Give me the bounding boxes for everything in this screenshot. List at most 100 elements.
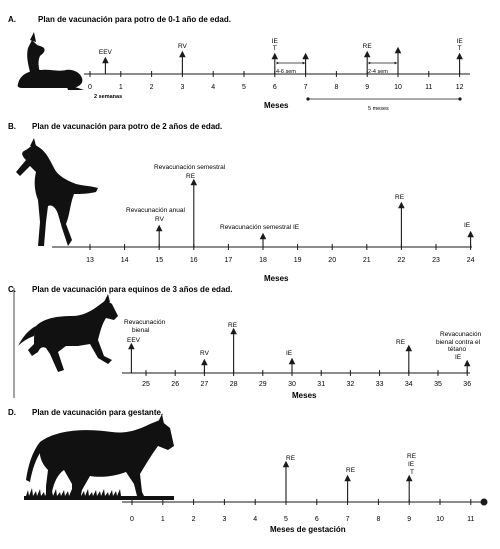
label-re-34: RE — [396, 339, 406, 346]
annotation-5-meses: 5 meses — [368, 106, 389, 112]
panel-a-title: Plan de vacunación para potro de 0-1 año… — [38, 15, 231, 24]
axis-title-b: Meses — [264, 274, 289, 283]
event-group-c — [128, 327, 471, 373]
label-re-d7: RE — [346, 467, 356, 474]
event-group-d — [282, 460, 413, 502]
axis-title-c: Meses — [292, 391, 317, 400]
event-label: RE — [363, 43, 373, 50]
bracket-start-dot — [306, 97, 310, 101]
label-ie-d9: IE — [408, 461, 415, 468]
tick-label: 9 — [365, 84, 369, 91]
tick-label: 6 — [315, 516, 319, 523]
tick-label: 26 — [171, 381, 179, 388]
label-eev-c: EEV — [127, 337, 141, 344]
tick-label: 1 — [119, 84, 123, 91]
tick-label: 29 — [259, 381, 267, 388]
event-label: RV — [178, 43, 188, 50]
tick-label: 13 — [86, 257, 94, 264]
label-ie-30: IE — [286, 350, 293, 357]
tick-label: 14 — [121, 257, 129, 264]
tick-label: 23 — [432, 257, 440, 264]
bracket-end-dot — [458, 97, 462, 101]
annotation-2-4-sem: 2-4 sem — [368, 69, 388, 75]
panel-d-title: Plan de vacunación para gestante. — [32, 408, 163, 417]
tick-label: 28 — [230, 381, 238, 388]
tick-label: 20 — [328, 257, 336, 264]
label-revacunacion-bienal-1: Revacunación — [124, 319, 166, 326]
tick-label: 32 — [347, 381, 355, 388]
tick-label: 7 — [346, 516, 350, 523]
tick-label: 3 — [222, 516, 226, 523]
label-ie-24: IE — [464, 222, 471, 229]
axis-end-dot-d — [480, 498, 488, 506]
lying-foal-icon — [17, 32, 84, 90]
pregnant-mare-icon — [24, 414, 175, 500]
panel-a: A. Plan de vacunación para potro de 0-1 … — [8, 15, 470, 112]
label-re-16: RE — [186, 173, 196, 180]
label-rv: RV — [155, 216, 165, 223]
tick-group-d: 0 1 2 3 4 5 6 7 8 9 10 11 — [130, 499, 475, 523]
tick-label: 35 — [434, 381, 442, 388]
tick-label: 6 — [273, 84, 277, 91]
rearing-foal-icon — [16, 138, 98, 246]
label-tetano: tétano — [448, 346, 466, 353]
tick-label: 30 — [288, 381, 296, 388]
label-re-d9: RE — [407, 453, 417, 460]
panel-d-letter: D. — [8, 408, 16, 417]
tick-label: 3 — [180, 84, 184, 91]
tick-label: 2 — [150, 84, 154, 91]
tick-label: 11 — [425, 84, 432, 91]
label-bienal-1: bienal — [132, 327, 150, 334]
tick-label: 1 — [161, 516, 165, 523]
tick-label: 0 — [88, 84, 92, 91]
label-revacunacion-semestral: Revacunación semestral — [154, 164, 226, 171]
tick-label: 12 — [456, 84, 464, 91]
tick-label: 33 — [376, 381, 384, 388]
label-ie-36: IE — [455, 354, 462, 361]
event-label: EEV — [99, 49, 113, 56]
label-re-22: RE — [395, 194, 405, 201]
panel-b-letter: B. — [8, 122, 16, 131]
tick-label: 5 — [242, 84, 246, 91]
panel-c-letter: C. — [8, 285, 16, 294]
tick-label: 5 — [284, 516, 288, 523]
tick-label: 16 — [190, 257, 198, 264]
tick-label: 4 — [211, 84, 215, 91]
panel-c: C. Plan de vacunación para equinos de 3 … — [8, 285, 482, 400]
label-revacunacion-bienal-2: Revacunación — [440, 331, 482, 338]
event-label: IE — [272, 38, 279, 45]
panel-b-title: Plan de vacunación para potro de 2 años … — [32, 122, 222, 131]
tick-label: 34 — [405, 381, 413, 388]
panel-d: D. Plan de vacunación para gestante. 0 1 2… — [8, 408, 488, 534]
event-label: T — [458, 45, 462, 52]
panel-c-title: Plan de vacunación para equinos de 3 año… — [32, 285, 233, 294]
tick-label: 31 — [317, 381, 325, 388]
tick-label: 18 — [259, 257, 267, 264]
tick-label: 10 — [436, 516, 444, 523]
tick-label: 19 — [294, 257, 302, 264]
trotting-horse-icon — [18, 294, 118, 372]
label-re-28: RE — [228, 322, 238, 329]
label-re-d5: RE — [286, 455, 296, 462]
two-weeks-label: 2 semanas — [94, 94, 122, 100]
tick-label: 7 — [304, 84, 308, 91]
event-group-b — [155, 178, 474, 247]
label-revacunacion-semestral-ie: Revacunación semestral IE — [220, 224, 300, 231]
tick-label: 15 — [155, 257, 163, 264]
tick-label: 27 — [201, 381, 209, 388]
label-bienal-tetano: bienal contra el — [436, 339, 481, 346]
tick-label: 10 — [394, 84, 402, 91]
tick-label: 36 — [463, 381, 471, 388]
tick-label: 24 — [467, 257, 475, 264]
event-label: T — [273, 45, 277, 52]
tick-label: 9 — [407, 516, 411, 523]
tick-label: 17 — [225, 257, 233, 264]
tick-label: 25 — [142, 381, 150, 388]
tick-label: 8 — [376, 516, 380, 523]
annotation-4-6-sem: 4-6 sem — [276, 69, 296, 75]
event-label: IE — [457, 38, 464, 45]
tick-label: 2 — [192, 516, 196, 523]
tick-label: 8 — [334, 84, 338, 91]
